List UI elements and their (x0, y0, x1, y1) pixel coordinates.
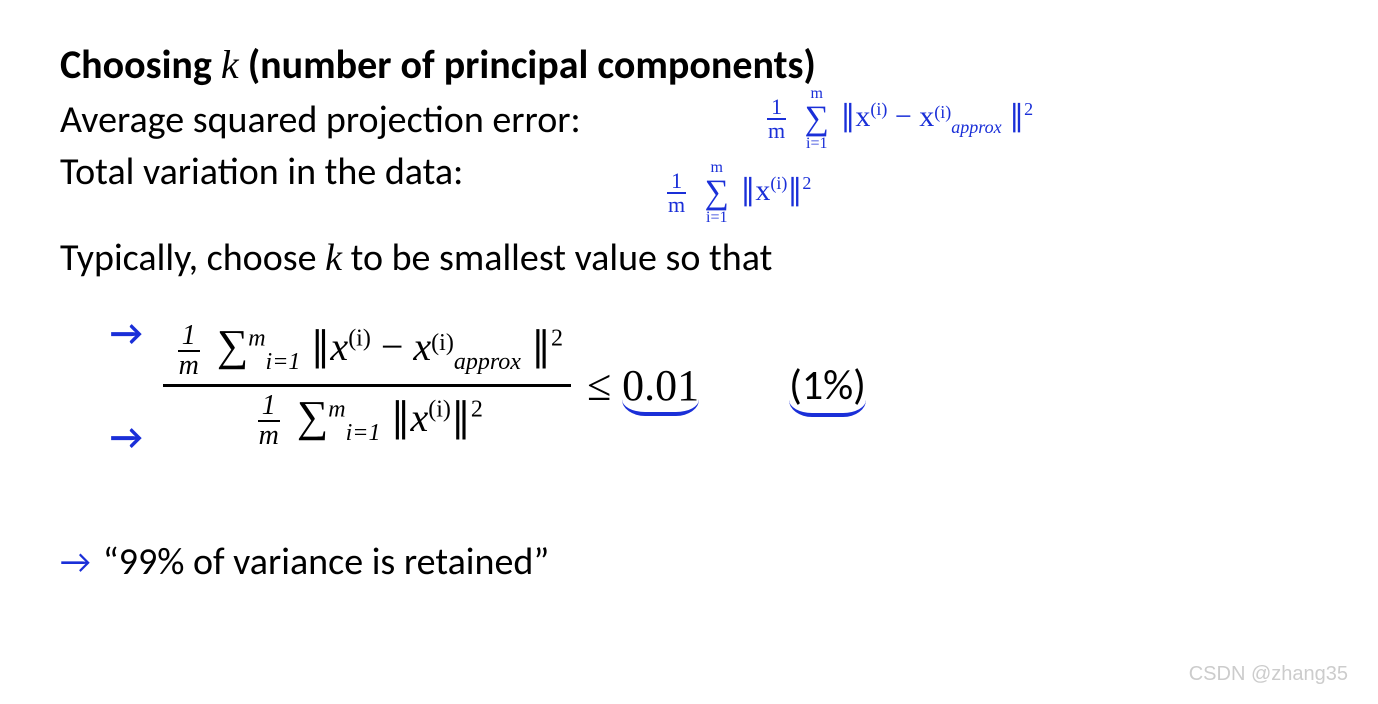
typical-k: k (325, 237, 342, 279)
fraction-numerator: 1 m ∑mi=1 ∥x(i) − x(i)approx ∥2 (163, 316, 571, 384)
hw1-sum: m ∑ i=1 (805, 86, 829, 152)
main-formula-row: → → 1 m ∑mi=1 ∥x(i) − x(i)approx ∥2 1 m … (110, 311, 1318, 459)
handwritten-formula-projection-error: 1 m m ∑ i=1 ∥x(i) − x(i)approx ∥2 (760, 86, 1033, 152)
footer-text: “99% of variance is retained” (103, 539, 549, 585)
typically-line: Typically, choose k to be smallest value… (60, 235, 1318, 281)
fraction-denominator: 1 m ∑mi=1 ∥x(i)∥2 (243, 387, 491, 455)
watermark: CSDN @zhang35 (1189, 663, 1348, 686)
slide-title: Choosing k (number of principal componen… (60, 40, 1318, 89)
title-pre: Choosing (60, 40, 212, 89)
footer-arrow-icon: → (60, 542, 91, 583)
arrow-bottom-icon: → (110, 415, 143, 459)
typical-pre: Typically, choose (60, 235, 317, 281)
typical-post: to be smallest value so that (351, 235, 773, 281)
arrow-top-icon: → (110, 311, 143, 355)
title-k: k (221, 42, 239, 87)
main-fraction: 1 m ∑mi=1 ∥x(i) − x(i)approx ∥2 1 m ∑mi=… (163, 316, 571, 455)
hw2-frac: 1 m (664, 170, 689, 216)
percent-label: (1%) (789, 360, 866, 411)
threshold-value: 0.01 (622, 361, 699, 416)
hw2-sum: m ∑ i=1 (705, 160, 729, 226)
hw1-frac: 1 m (764, 96, 789, 142)
inequality: ≤ 0.01 (587, 360, 699, 411)
handwritten-formula-total-variation: 1 m m ∑ i=1 ∥x(i)∥2 (660, 160, 811, 226)
arrow-stack: → → (110, 311, 163, 459)
title-post: (number of principal components) (248, 40, 816, 89)
footer-statement: → “99% of variance is retained” (60, 539, 1318, 585)
line2-text: Total variation in the data: (60, 149, 463, 195)
line1-text: Average squared projection error: (60, 97, 581, 143)
line-avg-sq-error: Average squared projection error: (60, 97, 1318, 143)
